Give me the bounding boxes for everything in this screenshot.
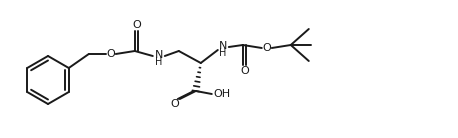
Text: H: H: [155, 57, 163, 67]
Text: N: N: [155, 50, 163, 60]
Text: O: O: [262, 43, 271, 53]
Text: H: H: [219, 47, 226, 58]
Text: O: O: [106, 49, 115, 59]
Text: N: N: [218, 41, 227, 51]
Text: OH: OH: [213, 89, 230, 99]
Text: O: O: [170, 99, 179, 109]
Text: O: O: [132, 20, 141, 30]
Text: O: O: [240, 66, 249, 76]
